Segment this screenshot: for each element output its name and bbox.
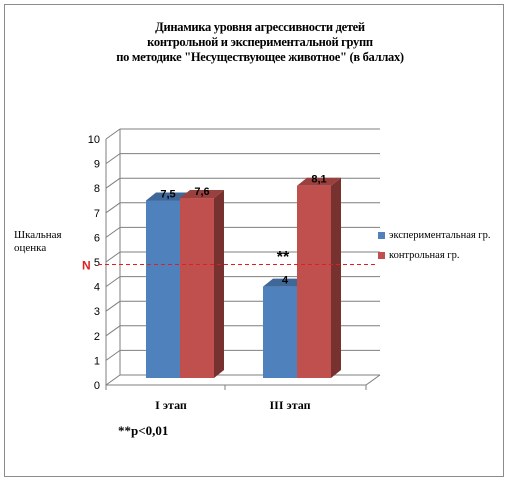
gridline-depth: [105, 153, 121, 165]
bar: [180, 190, 224, 378]
legend-item-experimental: экспериментальная гр.: [378, 225, 491, 245]
chart-title-line-2: контрольной и экспериментальной групп: [147, 35, 373, 49]
gridline-depth: [105, 349, 121, 361]
bar-top: [297, 177, 341, 186]
bar-front: [146, 200, 180, 378]
gridline-depth: [105, 300, 121, 312]
legend: экспериментальная гр. контрольная гр.: [378, 225, 491, 265]
y-tick-label: 2: [94, 331, 100, 343]
y-tick-label: 7: [94, 208, 100, 220]
data-label: 7,5: [160, 189, 175, 201]
bar-top: [180, 190, 224, 199]
bar-front: [180, 198, 214, 378]
gridline-depth: [105, 251, 121, 263]
labels-layer: 0 1 2 3 4 5 6 7 8 9 10 7,5 7,6 I этап 4 8,1 III этап N **: [82, 134, 378, 412]
bar-top: [263, 278, 307, 287]
y-tick-label: 3: [94, 306, 100, 318]
floor-edge-right: [365, 374, 381, 386]
significance-note: **p<0,01: [118, 423, 169, 438]
legend-label-control: контрольная гр.: [389, 249, 460, 261]
x-category-label: III этап: [270, 398, 311, 412]
y-tick-label: 10: [88, 134, 100, 146]
gridline-depth: [105, 226, 121, 238]
x-category-label: I этап: [155, 398, 187, 412]
y-tick-label: 4: [94, 282, 100, 294]
legend-item-control: контрольная гр.: [378, 245, 491, 265]
gridline-depth: [105, 202, 121, 214]
y-tick-label: 5: [94, 257, 100, 269]
y-tick-label: 8: [94, 183, 100, 195]
data-label: 7,6: [194, 186, 209, 198]
gridline-depth: [105, 276, 121, 288]
chart-title-line-3: по методике "Несуществующее животное" (в…: [116, 50, 404, 64]
gridline-depth: [105, 128, 121, 140]
y-tick-label: 1: [94, 355, 100, 367]
bar-top: [146, 192, 190, 201]
data-label: 8,1: [311, 174, 326, 186]
legend-swatch-experimental: [378, 231, 385, 239]
y-tick-label: 0: [94, 380, 100, 392]
chart-frame: [4, 4, 504, 477]
bar-side: [214, 190, 224, 378]
bars-layer: [146, 177, 341, 378]
chart-title-line-1: Динамика уровня агрессивности детей: [155, 20, 365, 34]
bar-front: [297, 185, 331, 378]
legend-label-experimental: экспериментальная гр.: [389, 229, 491, 241]
data-label: 4: [282, 275, 289, 287]
y-tick-label: 6: [94, 232, 100, 244]
chart-title: Динамика уровня агрессивности детей конт…: [60, 20, 460, 65]
gridline-depth: [105, 325, 121, 337]
y-axis-label: Шкальная оценка: [14, 229, 62, 254]
bar: [297, 177, 341, 378]
y-tick-label: 9: [94, 159, 100, 171]
gridline-depth: [105, 177, 121, 189]
significance-marker: **: [277, 249, 290, 266]
norm-label: N: [82, 258, 91, 272]
bar-side: [331, 177, 341, 378]
legend-swatch-control: [378, 251, 385, 259]
bar-front: [263, 286, 297, 378]
gridline-depth: [105, 374, 121, 386]
